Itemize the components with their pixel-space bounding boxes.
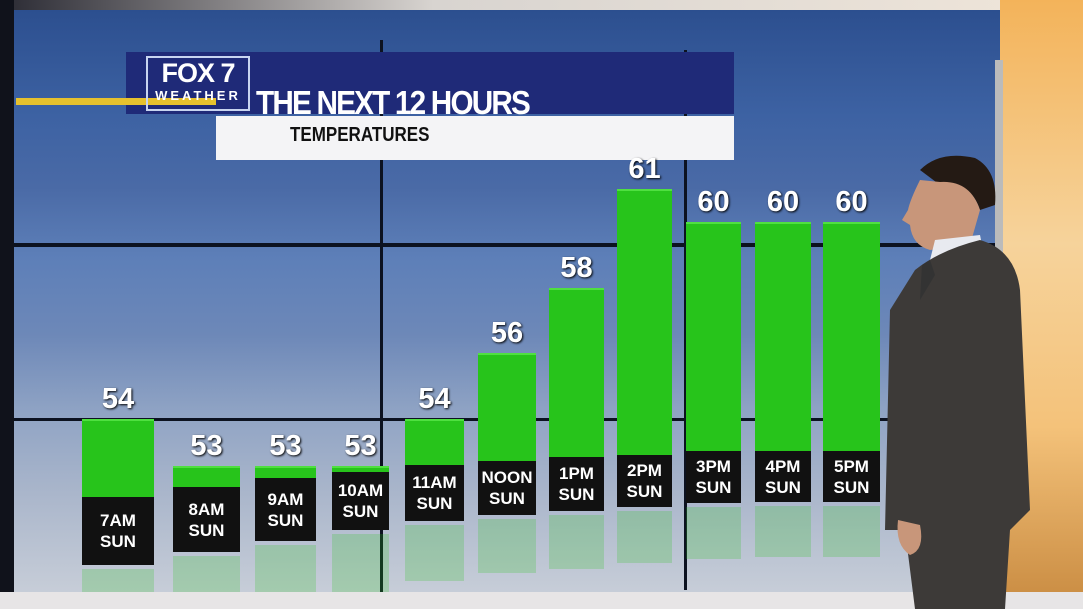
time-label: 5PM SUN [823, 451, 880, 502]
temperature-bar [549, 287, 604, 459]
chart-subtitle: TEMPERATURES [290, 124, 430, 146]
studio-edge [0, 0, 14, 609]
temperature-value-label: 60 [766, 185, 800, 218]
temperature-bar [755, 221, 811, 453]
wall-seam [380, 40, 383, 600]
temperature-value-label: 60 [835, 185, 868, 218]
time-label-hour: 3PM [696, 457, 731, 476]
temperature-bar [617, 188, 672, 457]
time-label-reflection [686, 507, 741, 559]
temperature-bar [255, 466, 316, 480]
presenter-suit [885, 240, 1030, 609]
presenter-tie [920, 260, 935, 300]
temperature-bar [82, 419, 154, 499]
time-label-hour: 10AM [337, 481, 384, 500]
time-label-reflection [823, 506, 880, 557]
time-label: 9AM SUN [255, 478, 316, 541]
time-label: 7AM SUN [82, 497, 154, 565]
temperature-bar [405, 419, 464, 467]
presenter [885, 155, 1030, 609]
temperature-value-label: 53 [269, 430, 302, 462]
temperature-value-label: 58 [560, 251, 593, 284]
time-label-hour: NOON [481, 468, 533, 487]
time-label-day: SUN [695, 478, 732, 497]
time-label-reflection [82, 569, 154, 592]
temperature-value-label: 54 [418, 383, 451, 416]
wall-seam [684, 50, 687, 590]
temperature-value-label: 61 [628, 152, 661, 185]
time-label-hour: 9AM [267, 489, 304, 509]
temperature-bar [686, 221, 741, 453]
time-label-day: SUN [558, 485, 595, 504]
time-label-day: SUN [342, 502, 379, 521]
time-label: 2PM SUN [617, 455, 672, 507]
time-label-hour: 7AM [100, 511, 136, 530]
title-banner [126, 52, 734, 114]
temperature-value-label: 53 [190, 430, 223, 462]
logo-bottom: WEATHER [155, 88, 241, 103]
chart-title: THE NEXT 12 HOURS [256, 84, 531, 121]
time-label-reflection [617, 511, 672, 563]
time-label: 10AM SUN [332, 472, 389, 530]
temperature-bar [173, 466, 240, 489]
time-label-day: SUN [489, 489, 525, 508]
time-label: 3PM SUN [686, 451, 741, 503]
time-label-hour: 1PM [559, 464, 594, 483]
studio-ceiling [0, 0, 1083, 12]
time-label-day: SUN [833, 477, 870, 497]
presenter-face [902, 180, 980, 250]
time-label: 1PM SUN [549, 457, 604, 511]
logo-top: FOX 7 [161, 58, 235, 88]
time-label-day: SUN [765, 477, 801, 497]
studio-floor [0, 592, 1083, 609]
accent-stripe [16, 98, 216, 105]
time-label-hour: 8AM [188, 499, 225, 519]
time-label-reflection [405, 525, 464, 581]
time-label: NOON SUN [478, 461, 536, 515]
time-label-reflection [755, 506, 811, 557]
time-label-day: SUN [626, 482, 663, 501]
temperature-value-label: 53 [344, 430, 377, 462]
time-label-hour: 4PM [765, 456, 801, 476]
time-label: 11AM SUN [405, 465, 464, 521]
time-label-hour: 11AM [412, 473, 457, 492]
wall-seam [12, 243, 1002, 247]
time-label-reflection [255, 545, 316, 592]
time-label-reflection [173, 556, 240, 592]
time-label-reflection [478, 519, 536, 573]
time-label-reflection [549, 515, 604, 569]
presenter-hair [920, 155, 996, 210]
time-label-day: SUN [267, 510, 304, 530]
temperature-value-label: 54 [101, 383, 135, 416]
time-label-day: SUN [416, 494, 453, 513]
fox7-weather-logo: FOX 7 WEATHER [146, 56, 250, 111]
temperature-bar [823, 221, 880, 453]
time-label-day: SUN [188, 520, 225, 540]
temperature-bar [478, 353, 536, 463]
time-label: 8AM SUN [173, 487, 240, 552]
time-label-hour: 5PM [834, 456, 869, 476]
time-label-day: SUN [100, 532, 136, 551]
temperature-value-label: 60 [697, 185, 730, 218]
subtitle-banner [216, 116, 734, 160]
time-label-reflection [332, 534, 389, 592]
presenter-hand [897, 520, 922, 555]
temperature-value-label: 56 [490, 317, 524, 350]
time-label: 4PM SUN [755, 451, 811, 502]
temperature-bar [332, 466, 389, 474]
time-label-hour: 2PM [627, 461, 662, 480]
